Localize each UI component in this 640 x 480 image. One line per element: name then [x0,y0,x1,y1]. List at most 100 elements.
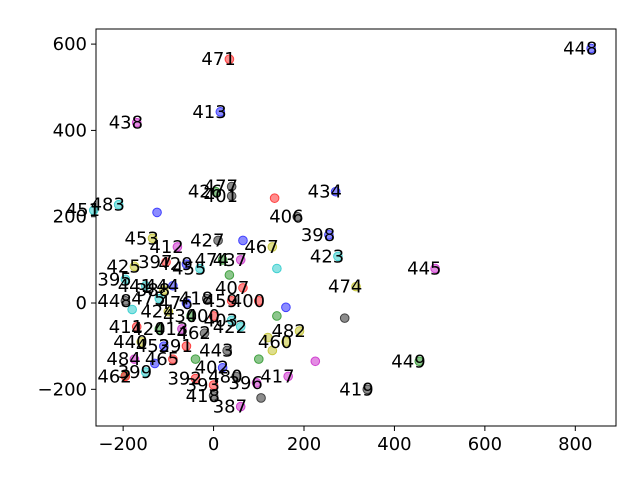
point-label: 448 [563,38,597,59]
scatter-point [294,326,305,336]
scatter-point [292,211,303,222]
point-label: 388 [136,280,170,301]
scatter-point [208,380,219,390]
data-points [88,43,596,412]
point-label: 387 [213,397,247,418]
scatter-point [154,324,165,334]
point-label: 482 [271,321,305,342]
scatter-point [272,311,282,321]
point-label: 426 [188,182,222,203]
scatter-point [177,324,187,334]
point-label: 444 [145,276,179,297]
scatter-point [339,313,350,323]
scatter-point [149,358,160,369]
point-label: 449 [391,351,425,372]
scatter-point [201,293,212,304]
x-tick-label: 400 [377,434,411,455]
scatter-point [181,341,192,351]
scatter-point [238,235,248,246]
scatter-point [113,199,124,210]
point-label: 440 [113,332,147,353]
point-label: 392 [167,369,201,390]
point-label: 445 [407,258,441,279]
scatter-point [231,371,241,382]
point-label: 413 [154,319,188,340]
point-label: 393 [186,375,220,396]
scatter-point [263,332,273,343]
point-label: 474 [328,277,362,298]
scatter-point [235,255,246,265]
scatter-point [152,207,162,218]
scatter-point [199,328,210,339]
point-label: 467 [244,237,278,258]
point-label: 455 [172,258,206,279]
point-label: 424 [140,302,174,323]
y-tick-label: 0 [76,293,87,314]
point-label: 483 [91,195,125,216]
scatter-point [127,304,137,315]
scatter-point [267,345,278,356]
x-tick-label: 600 [468,434,502,455]
point-label: 459 [204,291,238,312]
scatter-point [168,280,178,291]
scatter-point [272,263,282,274]
scatter-point [140,367,151,377]
scatter-point [161,257,171,267]
scatter-point [281,302,291,313]
point-label: 420 [131,319,165,340]
point-label: 474 [195,250,229,271]
x-axis: −200 0 200 400 600 800 [98,426,592,455]
scatter-point [224,270,235,280]
point-label: 453 [125,228,159,249]
scatter-point [226,296,237,306]
point-label: 448 [97,291,131,312]
scatter-point [253,296,264,306]
point-label: 475 [131,289,165,310]
point-label: 465 [145,349,179,370]
scatter-point [172,242,183,252]
y-tick-label: 600 [53,34,87,55]
scatter-point [283,371,293,382]
point-label: 443 [199,340,233,361]
scatter-point [129,354,140,364]
scatter-point [120,296,131,306]
point-label: 406 [269,207,303,228]
y-tick-label: −200 [38,379,87,400]
x-tick-label: 0 [208,434,219,455]
point-label: 400 [186,306,220,327]
y-tick-label: 200 [53,207,87,228]
scatter-point [120,274,131,285]
scatter-point [131,117,142,128]
scatter-point [181,298,192,308]
scatter-point [267,242,278,252]
y-axis: −200 0 200 400 600 [38,34,96,400]
point-label: 462 [177,323,211,344]
scatter-point [310,356,321,367]
point-label: 391 [158,336,192,357]
scatter-point [215,107,226,117]
point-label: 413 [192,102,226,123]
point-label: 460 [258,332,292,353]
scatter-point [226,191,237,201]
point-label: 418 [179,289,213,310]
point-label: 412 [149,237,183,258]
scatter-point [269,193,280,203]
point-label: 407 [215,278,249,299]
point-label: 471 [201,49,235,70]
scatter-point [131,321,142,332]
point-label: 417 [260,366,294,387]
point-label: 477 [204,177,238,198]
x-tick-label: 200 [287,434,321,455]
point-label: 425 [106,256,140,277]
plot-area [95,28,617,427]
scatter-point [163,306,174,317]
scatter-point [154,293,165,304]
point-label: 418 [186,386,220,407]
point-label: 462 [97,366,131,387]
point-label: 452 [136,336,170,357]
point-label: 422 [213,317,247,338]
point-label: 438 [109,113,143,134]
scatter-point [324,230,334,240]
point-label: 400 [231,291,265,312]
